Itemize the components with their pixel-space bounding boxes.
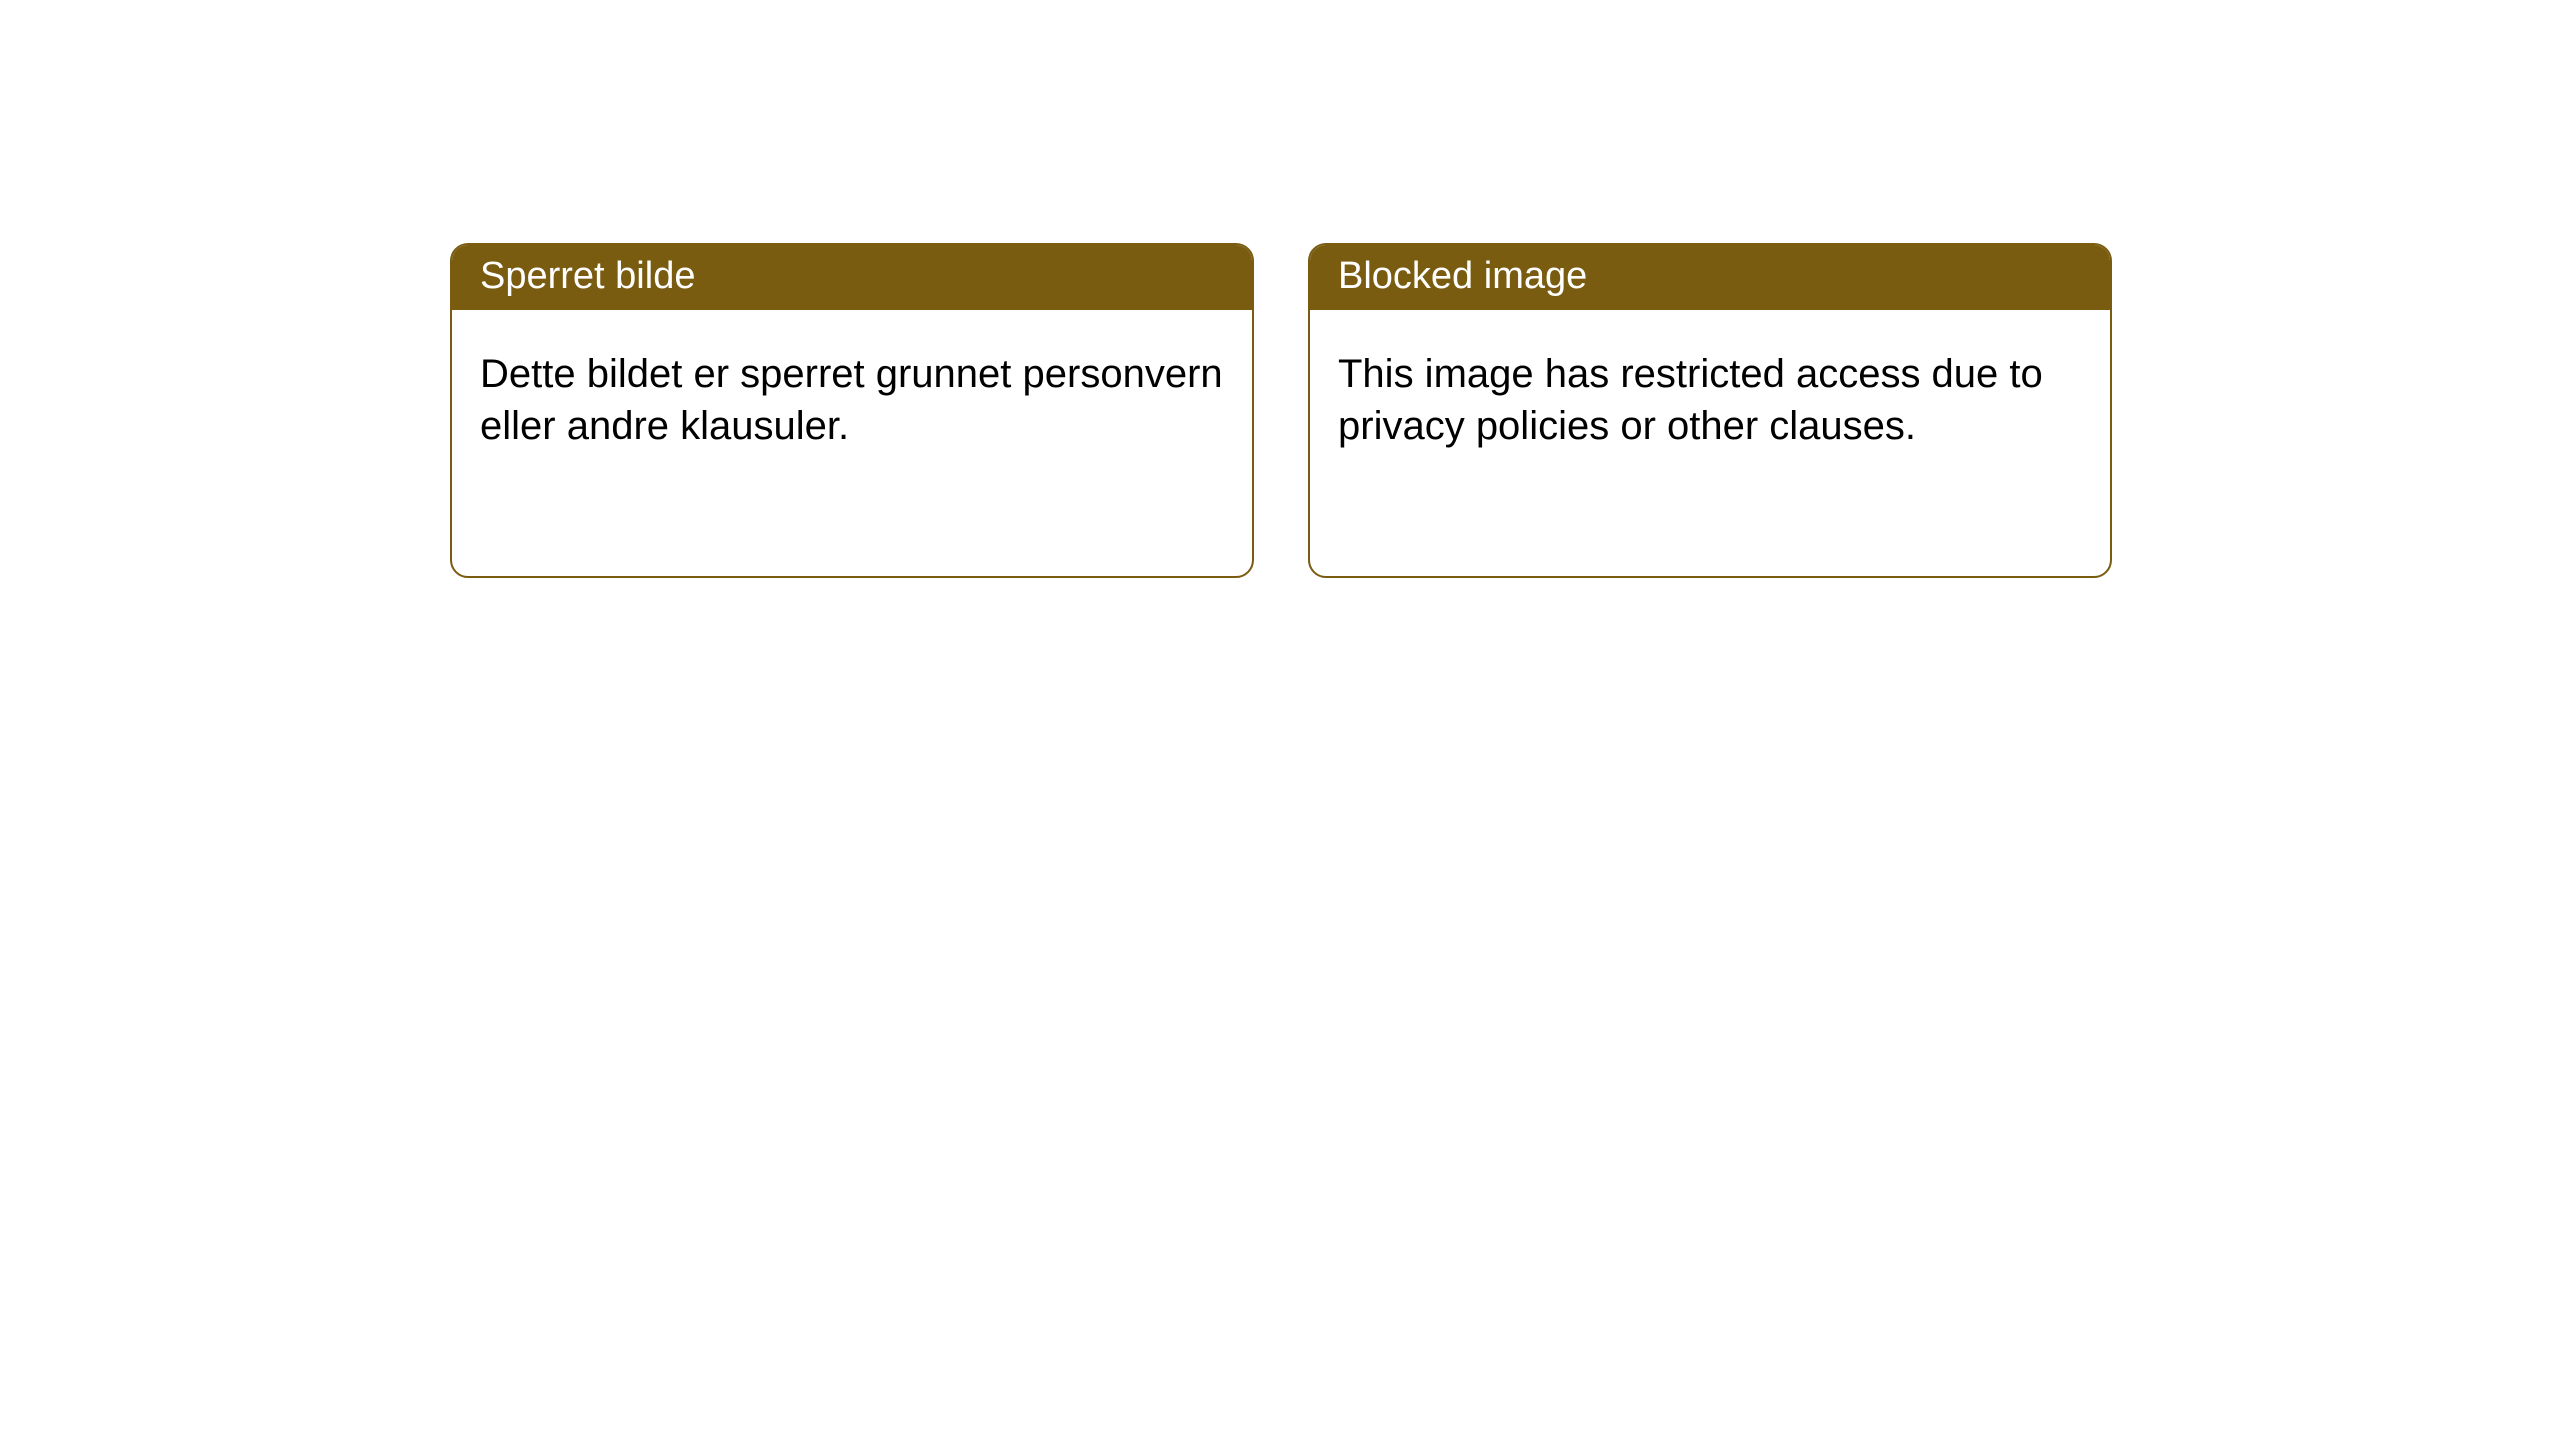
card-title-no: Sperret bilde xyxy=(480,255,695,297)
card-message-no: Dette bildet er sperret grunnet personve… xyxy=(480,352,1223,448)
card-header-no: Sperret bilde xyxy=(452,245,1252,310)
cards-container: Sperret bilde Dette bildet er sperret gr… xyxy=(450,243,2560,578)
blocked-image-card-en: Blocked image This image has restricted … xyxy=(1308,243,2112,578)
card-title-en: Blocked image xyxy=(1338,255,1587,297)
card-message-en: This image has restricted access due to … xyxy=(1338,352,2043,448)
card-header-en: Blocked image xyxy=(1310,245,2110,310)
blocked-image-card-no: Sperret bilde Dette bildet er sperret gr… xyxy=(450,243,1254,578)
card-body-en: This image has restricted access due to … xyxy=(1310,310,2110,480)
card-body-no: Dette bildet er sperret grunnet personve… xyxy=(452,310,1252,480)
